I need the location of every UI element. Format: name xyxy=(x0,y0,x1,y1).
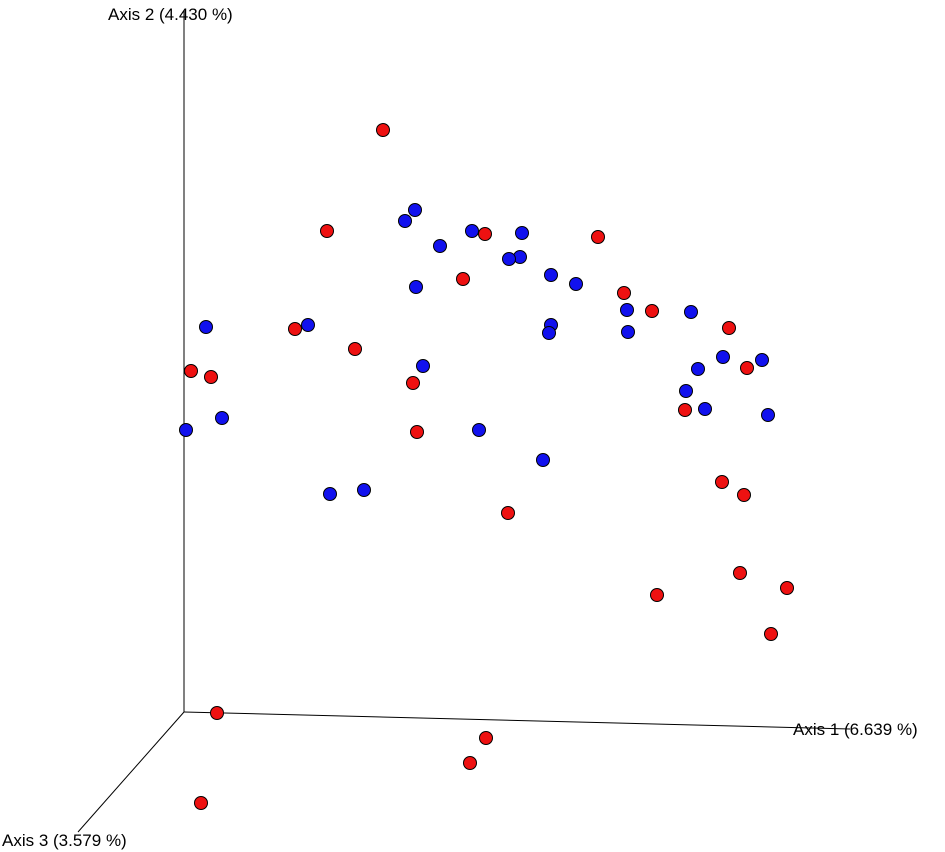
data-point-group_a-17 xyxy=(737,488,751,502)
data-point-group_a-16 xyxy=(715,475,729,489)
data-point-group_b-25 xyxy=(179,423,193,437)
data-point-group_a-12 xyxy=(740,361,754,375)
data-point-group_b-20 xyxy=(691,362,705,376)
data-point-group_b-6 xyxy=(502,252,516,266)
data-point-group_b-17 xyxy=(416,359,430,373)
axis-1-label: Axis 1 (6.639 %) xyxy=(793,720,918,739)
data-point-group_b-29 xyxy=(357,483,371,497)
data-point-group_a-9 xyxy=(348,342,362,356)
data-point-group_a-5 xyxy=(617,286,631,300)
data-point-group_b-16 xyxy=(301,318,315,332)
data-point-group_a-2 xyxy=(478,227,492,241)
axis-1-line xyxy=(183,711,851,730)
data-point-group_b-2 xyxy=(433,239,447,253)
data-point-group_a-18 xyxy=(501,506,515,520)
data-point-group_a-1 xyxy=(320,224,334,238)
data-point-group_a-26 xyxy=(194,796,208,810)
data-point-group_a-4 xyxy=(456,272,470,286)
data-point-group_a-24 xyxy=(479,731,493,745)
axis-3-label: Axis 3 (3.579 %) xyxy=(2,831,127,850)
data-point-group_a-19 xyxy=(733,566,747,580)
data-point-group_b-8 xyxy=(569,277,583,291)
data-point-group_b-11 xyxy=(684,305,698,319)
data-point-group_b-7 xyxy=(544,268,558,282)
data-point-group_a-3 xyxy=(591,230,605,244)
data-point-group_a-13 xyxy=(406,376,420,390)
data-point-group_a-25 xyxy=(463,756,477,770)
data-point-group_a-20 xyxy=(780,581,794,595)
data-point-group_b-15 xyxy=(199,320,213,334)
data-point-group_a-10 xyxy=(184,364,198,378)
data-point-group_a-8 xyxy=(722,321,736,335)
data-point-group_b-27 xyxy=(536,453,550,467)
data-point-group_b-1 xyxy=(398,214,412,228)
data-point-group_b-18 xyxy=(716,350,730,364)
axis-3-line xyxy=(77,711,185,833)
data-point-group_b-22 xyxy=(698,402,712,416)
data-point-group_b-19 xyxy=(755,353,769,367)
data-point-group_b-3 xyxy=(465,224,479,238)
data-points xyxy=(179,123,794,810)
data-point-group_a-14 xyxy=(678,403,692,417)
data-point-group_b-24 xyxy=(215,411,229,425)
data-point-group_a-6 xyxy=(645,304,659,318)
data-point-group_b-14 xyxy=(621,325,635,339)
data-point-group_a-7 xyxy=(288,322,302,336)
data-point-group_a-21 xyxy=(650,588,664,602)
data-point-group_b-13 xyxy=(542,326,556,340)
data-point-group_b-23 xyxy=(761,408,775,422)
data-point-group_b-10 xyxy=(620,303,634,317)
data-point-group_b-4 xyxy=(515,226,529,240)
data-point-group_a-23 xyxy=(210,706,224,720)
data-point-group_b-9 xyxy=(409,280,423,294)
data-point-group_b-28 xyxy=(323,487,337,501)
data-point-group_b-26 xyxy=(472,423,486,437)
data-point-group_a-11 xyxy=(204,370,218,384)
axis-2-label: Axis 2 (4.430 %) xyxy=(108,5,233,24)
data-point-group_a-0 xyxy=(376,123,390,137)
data-point-group_a-22 xyxy=(764,627,778,641)
data-point-group_a-15 xyxy=(410,425,424,439)
data-point-group_b-0 xyxy=(408,203,422,217)
data-point-group_b-21 xyxy=(679,384,693,398)
